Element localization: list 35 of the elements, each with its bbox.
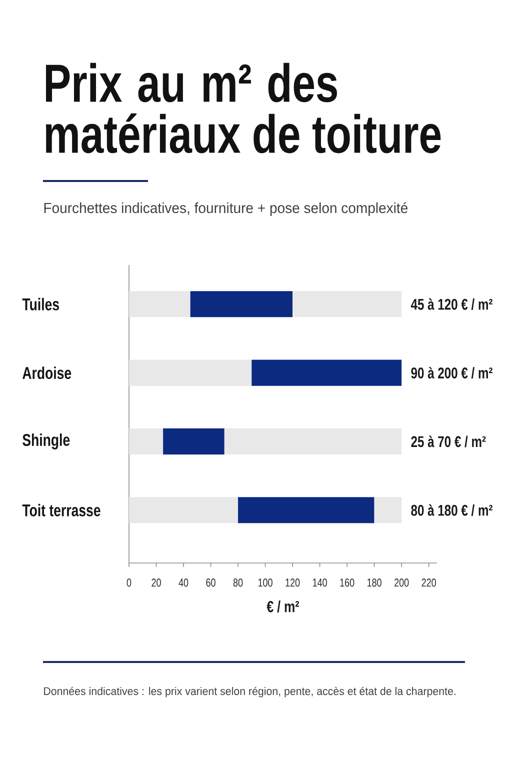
x-tick-label: 120: [286, 578, 300, 587]
y-tick-label: Toit terrasse: [22, 504, 100, 516]
bar: [292, 291, 402, 318]
bar: [129, 428, 164, 455]
bar: [190, 291, 293, 318]
x-tick-label: 180: [368, 578, 382, 587]
x-tick-label: 140: [313, 578, 327, 587]
x-tick-label: 20: [152, 578, 161, 587]
text: Données indicatives : les prix varient selon région, pente, accès et état de la charpente.: [44, 686, 456, 698]
bar: [238, 497, 374, 524]
x-tick-label: 40: [178, 578, 188, 587]
chart-title: Prix au m² des matériaux de toiture: [46, 62, 441, 154]
chart-subtitle: Fourchettes indicatives, fourniture + pose selon complexité: [44, 202, 408, 216]
x-tick-label: 100: [258, 578, 272, 587]
x-tick-label: 220: [422, 578, 436, 587]
bar: [163, 428, 224, 455]
x-tick-label: 60: [206, 578, 216, 587]
annotation: 45 à 120 € / m²: [410, 298, 492, 310]
x-tick-label: 160: [340, 578, 354, 587]
bar: [224, 428, 402, 455]
annotation: 90 à 200 € / m²: [411, 366, 492, 379]
bar: [129, 360, 252, 386]
bar: [374, 497, 402, 524]
annotation: 25 à 70 € / m²: [411, 436, 486, 448]
x-tick-label: 80: [233, 578, 243, 587]
bar: [252, 360, 402, 386]
annotation: 80 à 180 € / m²: [411, 504, 492, 516]
y-tick-label: Shingle: [22, 434, 70, 450]
bar: [129, 497, 238, 524]
x-tick-label: 200: [394, 578, 409, 587]
y-tick-label: Tuiles: [22, 298, 59, 310]
x-tick-label: 0: [126, 578, 132, 587]
x-axis-title: € / m²: [266, 600, 300, 612]
y-tick-label: Ardoise: [22, 366, 72, 380]
bar: [129, 291, 190, 318]
